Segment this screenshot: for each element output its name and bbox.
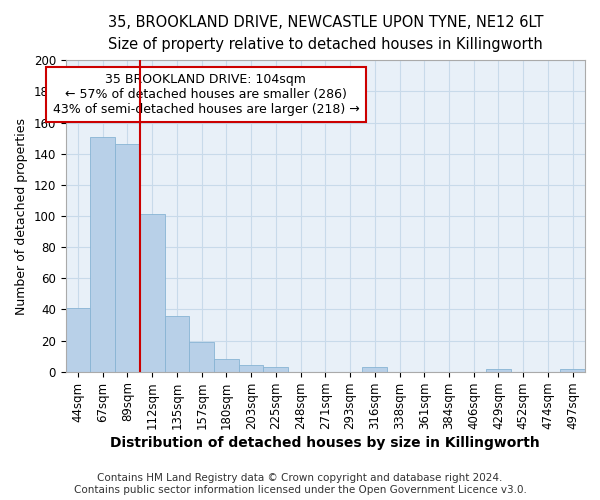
Bar — [140, 214, 164, 372]
Bar — [115, 144, 140, 372]
Text: Contains HM Land Registry data © Crown copyright and database right 2024.
Contai: Contains HM Land Registry data © Crown c… — [74, 474, 526, 495]
Bar — [362, 367, 387, 372]
X-axis label: Distribution of detached houses by size in Killingworth: Distribution of detached houses by size … — [110, 436, 540, 450]
Bar — [560, 368, 585, 372]
Bar — [91, 136, 115, 372]
Bar — [486, 368, 511, 372]
Y-axis label: Number of detached properties: Number of detached properties — [15, 118, 28, 314]
Text: 35 BROOKLAND DRIVE: 104sqm
← 57% of detached houses are smaller (286)
43% of sem: 35 BROOKLAND DRIVE: 104sqm ← 57% of deta… — [53, 73, 359, 116]
Bar — [190, 342, 214, 372]
Bar — [263, 367, 288, 372]
Bar — [164, 316, 190, 372]
Bar — [239, 366, 263, 372]
Bar — [214, 360, 239, 372]
Title: 35, BROOKLAND DRIVE, NEWCASTLE UPON TYNE, NE12 6LT
Size of property relative to : 35, BROOKLAND DRIVE, NEWCASTLE UPON TYNE… — [107, 15, 543, 52]
Bar — [65, 308, 91, 372]
